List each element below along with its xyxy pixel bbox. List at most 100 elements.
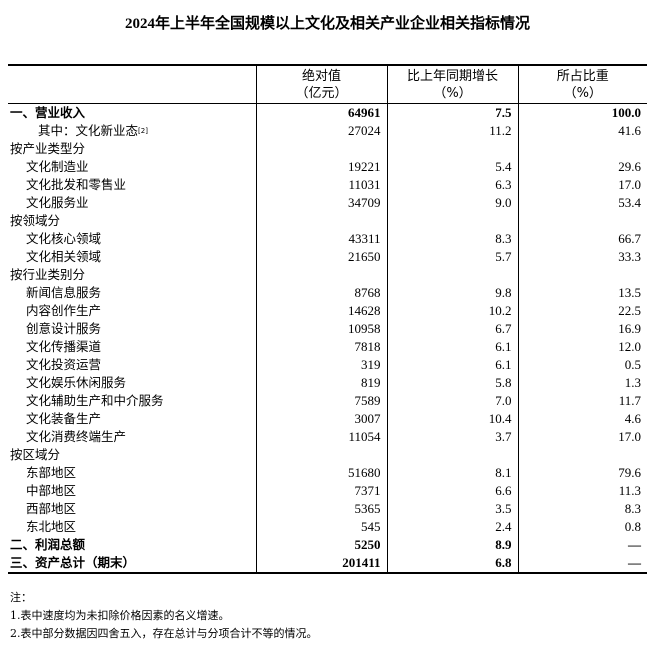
header-line2: （亿元） — [295, 85, 348, 101]
share: 33.3 — [517, 248, 647, 266]
row-label: 文化传播渠道 — [8, 338, 256, 356]
absolute-value: 819 — [255, 374, 387, 392]
label-text: 按产业类型分 — [10, 141, 86, 156]
table-row: 文化装备生产 3007 10.4 4.6 — [8, 410, 647, 428]
table-row: 文化投资运营 319 6.1 0.5 — [8, 356, 647, 374]
growth-rate: 9.0 — [386, 194, 518, 212]
label-text: 其中：文化新业态 — [38, 123, 139, 138]
label-text: 按领域分 — [10, 213, 61, 228]
label-text: 三、资产总计（期末） — [10, 555, 136, 570]
absolute-value: 7371 — [255, 482, 387, 500]
share: 100.0 — [517, 103, 647, 122]
share — [517, 140, 647, 158]
label-text: 文化核心领域 — [26, 231, 102, 246]
growth-rate: 5.7 — [386, 248, 518, 266]
row-label: 东部地区 — [8, 464, 256, 482]
share: 0.8 — [517, 518, 647, 536]
growth-rate: 6.6 — [386, 482, 518, 500]
growth-rate — [386, 446, 518, 464]
table-row: 新闻信息服务 8768 9.8 13.5 — [8, 284, 647, 302]
header-line1: 绝对值 — [301, 68, 341, 84]
absolute-value: 21650 — [255, 248, 387, 266]
growth-rate: 8.3 — [386, 230, 518, 248]
growth-rate: 6.1 — [386, 338, 518, 356]
header-line1: 所占比重 — [556, 68, 609, 84]
table-row: 创意设计服务 10958 6.7 16.9 — [8, 320, 647, 338]
table-row: 文化辅助生产和中介服务 7589 7.0 11.7 — [8, 392, 647, 410]
table-row: 文化批发和零售业 11031 6.3 17.0 — [8, 176, 647, 194]
absolute-value: 201411 — [255, 554, 387, 573]
column-header: 所占比重 （%） — [517, 65, 647, 104]
column-header — [8, 65, 256, 104]
notes: 注： 1.表中速度均为未扣除价格因素的名义增速。 2.表中部分数据因四舍五入，存… — [10, 589, 318, 643]
row-label: 中部地区 — [8, 482, 256, 500]
row-label: 文化批发和零售业 — [8, 176, 256, 194]
label-text: 西部地区 — [26, 501, 77, 516]
share — [517, 446, 647, 464]
table-row: 内容创作生产 14628 10.2 22.5 — [8, 302, 647, 320]
row-label: 文化装备生产 — [8, 410, 256, 428]
share: — — [517, 536, 647, 554]
growth-rate: 9.8 — [386, 284, 518, 302]
growth-rate: 5.8 — [386, 374, 518, 392]
row-label: 其中：文化新业态[2] — [8, 122, 256, 140]
label-text: 文化消费终端生产 — [26, 429, 127, 444]
share: 17.0 — [517, 176, 647, 194]
label-text: 按区域分 — [10, 447, 61, 462]
header-line1: 比上年同期增长 — [406, 68, 498, 84]
absolute-value: 10958 — [255, 320, 387, 338]
absolute-value — [255, 446, 387, 464]
label-text: 内容创作生产 — [26, 303, 102, 318]
row-label: 西部地区 — [8, 500, 256, 518]
label-text: 文化相关领域 — [26, 249, 102, 264]
absolute-value: 11031 — [255, 176, 387, 194]
row-label: 文化服务业 — [8, 194, 256, 212]
label-text: 二、利润总额 — [10, 537, 86, 552]
label-text: 文化娱乐休闲服务 — [26, 375, 127, 390]
row-label: 新闻信息服务 — [8, 284, 256, 302]
column-header: 比上年同期增长 （%） — [386, 65, 518, 104]
row-label: 文化辅助生产和中介服务 — [8, 392, 256, 410]
share: 66.7 — [517, 230, 647, 248]
row-label: 东北地区 — [8, 518, 256, 536]
label-text: 文化传播渠道 — [26, 339, 102, 354]
row-label: 文化相关领域 — [8, 248, 256, 266]
growth-rate: 10.4 — [386, 410, 518, 428]
table-row: 其中：文化新业态[2] 27024 11.2 41.6 — [8, 122, 647, 140]
growth-rate: 6.3 — [386, 176, 518, 194]
share: 22.5 — [517, 302, 647, 320]
growth-rate: 6.7 — [386, 320, 518, 338]
growth-rate — [386, 140, 518, 158]
row-label: 内容创作生产 — [8, 302, 256, 320]
label-text: 新闻信息服务 — [26, 285, 102, 300]
row-label: 按行业类别分 — [8, 266, 256, 284]
absolute-value — [255, 140, 387, 158]
table-row: 按产业类型分 — [8, 140, 647, 158]
absolute-value: 19221 — [255, 158, 387, 176]
absolute-value: 545 — [255, 518, 387, 536]
table-row: 东北地区 545 2.4 0.8 — [8, 518, 647, 536]
growth-rate — [386, 266, 518, 284]
note-1: 1.表中速度均为未扣除价格因素的名义增速。 — [10, 609, 230, 622]
growth-rate: 3.5 — [386, 500, 518, 518]
share: 1.3 — [517, 374, 647, 392]
absolute-value: 7818 — [255, 338, 387, 356]
growth-rate: 7.5 — [386, 103, 518, 122]
growth-rate: 2.4 — [386, 518, 518, 536]
absolute-value: 64961 — [255, 103, 387, 122]
absolute-value: 34709 — [255, 194, 387, 212]
table-row: 西部地区 5365 3.5 8.3 — [8, 500, 647, 518]
share: 11.3 — [517, 482, 647, 500]
table-row: 按区域分 — [8, 446, 647, 464]
share: 13.5 — [517, 284, 647, 302]
indicator-table: 绝对值 （亿元） 比上年同期增长 （%） 所占比重 （%） 一、营业收入 64961 7.5 1… — [8, 64, 647, 574]
absolute-value: 3007 — [255, 410, 387, 428]
growth-rate: 7.0 — [386, 392, 518, 410]
header-line2: （%） — [563, 85, 602, 101]
share: 12.0 — [517, 338, 647, 356]
growth-rate: 3.7 — [386, 428, 518, 446]
label-text: 中部地区 — [26, 483, 77, 498]
label-text: 文化批发和零售业 — [26, 177, 127, 192]
absolute-value: 319 — [255, 356, 387, 374]
row-label: 文化制造业 — [8, 158, 256, 176]
